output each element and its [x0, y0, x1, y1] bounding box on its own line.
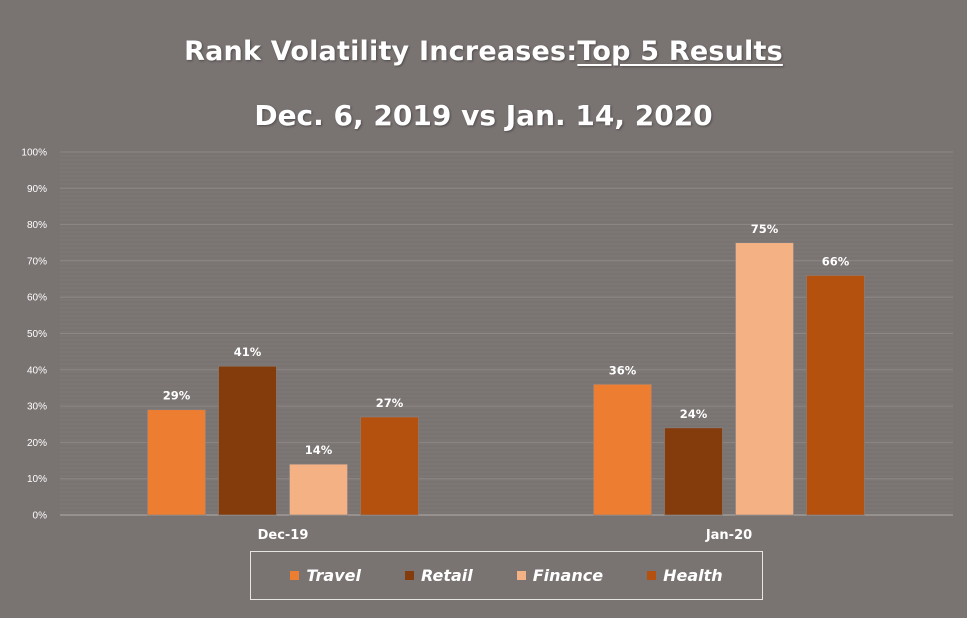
legend-item-travel: Travel: [290, 566, 361, 585]
legend-label-travel: Travel: [306, 566, 361, 585]
chart-subtitle: Dec. 6, 2019 vs Jan. 14, 2020: [254, 99, 713, 132]
y-tick-label: 50%: [27, 329, 47, 340]
bar-health-dec-19: [360, 416, 419, 516]
legend-item-retail: Retail: [404, 566, 473, 585]
data-label-travel-jan-20: 36%: [609, 363, 637, 377]
bar-retail-jan-20: [664, 427, 723, 516]
bar-travel-dec-19: [147, 409, 206, 516]
bar-health-jan-20: [806, 275, 865, 516]
y-tick-label: 0%: [33, 511, 48, 522]
y-tick-label: 100%: [21, 148, 47, 159]
legend-swatch-health: [647, 571, 657, 580]
y-tick-label: 70%: [27, 256, 47, 267]
legend-swatch-retail: [404, 571, 414, 580]
y-tick-label: 30%: [27, 402, 47, 413]
legend-swatch-finance: [516, 571, 526, 580]
bar-finance-jan-20: [735, 242, 794, 516]
legend-label-finance: Finance: [532, 566, 604, 585]
data-label-travel-dec-19: 29%: [163, 389, 191, 403]
bar-travel-jan-20: [593, 384, 652, 516]
legend-label-retail: Retail: [420, 566, 473, 585]
data-label-health-jan-20: 66%: [822, 254, 850, 268]
legend-item-finance: Finance: [516, 566, 604, 585]
legend-label-health: Health: [663, 566, 723, 585]
data-label-retail-dec-19: 41%: [234, 345, 262, 359]
y-tick-label: 90%: [27, 184, 47, 195]
data-label-finance-jan-20: 75%: [751, 222, 779, 236]
data-label-retail-jan-20: 24%: [680, 407, 708, 421]
bar-finance-dec-19: [289, 463, 348, 516]
data-label-health-dec-19: 27%: [376, 396, 404, 410]
y-tick-label: 40%: [27, 365, 47, 376]
x-tick-label: Jan-20: [705, 528, 752, 543]
y-tick-label: 80%: [27, 220, 47, 231]
x-tick-label: Dec-19: [258, 528, 309, 543]
y-tick-label: 20%: [27, 438, 47, 449]
y-tick-label: 60%: [27, 293, 47, 304]
y-tick-label: 10%: [27, 474, 47, 485]
legend-item-health: Health: [647, 566, 723, 585]
legend-swatch-travel: [290, 571, 300, 580]
chart-title: Rank Volatility Increases:Top 5 Results: [0, 36, 967, 67]
data-label-finance-dec-19: 14%: [305, 443, 333, 457]
chart-title-emphasis: Top 5 Results: [577, 36, 783, 67]
chart-title-prefix: Rank Volatility Increases:: [184, 36, 578, 67]
bar-retail-dec-19: [218, 365, 277, 516]
chart-legend: Travel Retail Finance Health: [250, 551, 763, 600]
